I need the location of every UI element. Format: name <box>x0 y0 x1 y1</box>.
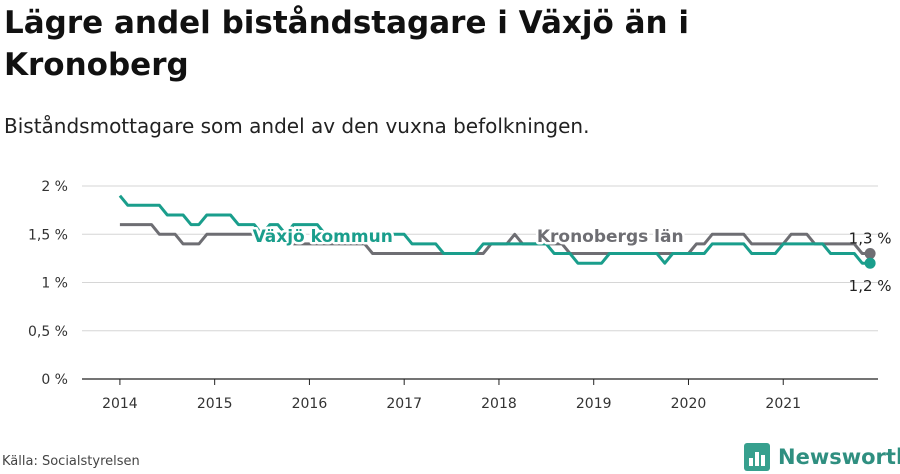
y-tick-label: 0,5 % <box>28 324 68 340</box>
y-tick-label: 2 % <box>41 179 68 195</box>
end-value-label-vaxjo: 1,2 % <box>849 277 892 295</box>
y-tick-label: 1 % <box>41 276 68 292</box>
source-note: Källa: Socialstyrelsen <box>2 454 140 469</box>
end-value-label-kronoberg: 1,3 % <box>849 230 892 248</box>
series-label-vaxjo: Växjö kommun <box>253 227 393 247</box>
x-tick-label: 2015 <box>197 396 233 412</box>
bar-chart-logo-icon <box>744 443 770 471</box>
x-tick-label: 2021 <box>765 396 801 412</box>
y-tick-label: 1,5 % <box>28 227 68 243</box>
brand[interactable]: Newsworthy <box>744 440 900 474</box>
series-endpoint-kronoberg <box>864 248 876 260</box>
x-tick-label: 2014 <box>102 396 138 412</box>
x-tick-label: 2016 <box>292 396 328 412</box>
x-tick-label: 2020 <box>671 396 707 412</box>
series-line-vaxjo <box>118 194 871 265</box>
series-endpoint-vaxjo <box>864 257 876 269</box>
x-tick-label: 2017 <box>386 396 422 412</box>
chart-title: Lägre andel biståndstagare i Växjö än i … <box>4 5 690 83</box>
series-label-kronoberg: Kronobergs län <box>537 227 684 247</box>
series-line-kronoberg <box>119 223 871 255</box>
x-tick-label: 2018 <box>481 396 517 412</box>
x-tick-label: 2019 <box>576 396 612 412</box>
line-chart: 0 % 0,5 % 1 % 1,5 % 2 % 2014 2015 2016 2017 2018 2… <box>28 179 892 412</box>
brand-name: Newsworthy <box>778 445 900 469</box>
chart-subtitle: Biståndsmottagare som andel av den vuxna… <box>4 114 590 138</box>
y-tick-label: 0 % <box>41 372 68 388</box>
